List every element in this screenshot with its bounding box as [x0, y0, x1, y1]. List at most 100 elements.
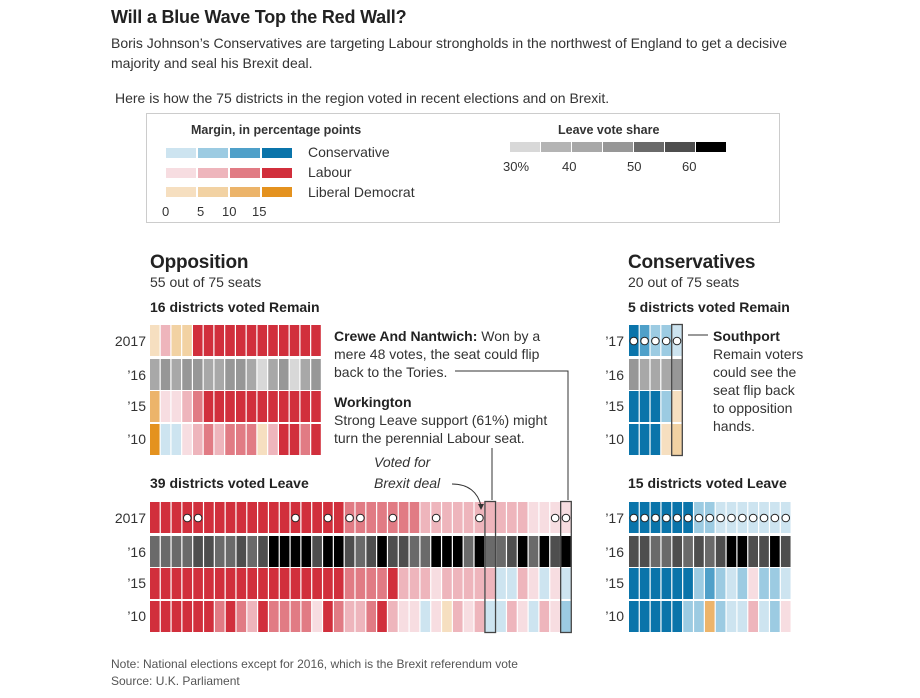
heatmap-cell — [290, 601, 301, 632]
brexit-deal-dot — [661, 336, 671, 346]
annotation-crewe-text: back to the Tories. — [334, 364, 448, 380]
brexit-deal-dot — [781, 513, 791, 523]
heatmap-cell — [629, 568, 639, 599]
heatmap-cell — [463, 502, 474, 533]
conservatives-subtitle: 20 out of 75 seats — [628, 274, 740, 290]
heatmap-cell — [355, 568, 366, 599]
brexit-deal-dot — [705, 513, 715, 523]
brexit-deal-dot — [323, 513, 333, 523]
heatmap-cell — [171, 391, 182, 422]
chart-title: Will a Blue Wave Top the Red Wall? — [111, 7, 407, 27]
heatmap-cell — [160, 391, 171, 422]
heatmap-cell — [431, 601, 441, 632]
heatmap-cell — [507, 536, 517, 567]
heatmap-cell — [247, 502, 257, 533]
brexit-deal-dot — [629, 336, 639, 346]
heatmap-cell — [150, 424, 160, 455]
brexit-deal-dot — [475, 513, 484, 523]
legend-label-conservative: Conservative — [308, 144, 390, 160]
heatmap-cell — [431, 536, 441, 567]
legend-swatch-leave-4 — [603, 142, 633, 152]
heatmap-cell — [409, 601, 420, 632]
row-label-2010: ’10 — [605, 431, 624, 447]
opposition-leave-title: 39 districts voted Leave — [150, 475, 309, 491]
heatmap-cell — [236, 325, 246, 356]
heatmap-cell — [780, 601, 791, 632]
heatmap-cell — [650, 601, 661, 632]
row-label-2010: ’10 — [127, 431, 146, 447]
row-label-2017: ’17 — [605, 510, 624, 526]
heatmap-cell — [214, 568, 225, 599]
heatmap-cell — [672, 536, 683, 567]
heatmap-cell — [759, 601, 769, 632]
brexit-deal-arrow-line — [451, 483, 482, 507]
heatmap-cell — [150, 568, 160, 599]
heatmap-cell — [672, 601, 683, 632]
heatmap-cell — [420, 536, 431, 567]
heatmap-cell — [150, 359, 160, 390]
annotation-southport-text: seat flip back — [713, 382, 795, 398]
heatmap-cell — [377, 601, 387, 632]
heatmap-cell — [759, 568, 769, 599]
brexit-deal-arrowhead-icon — [478, 504, 484, 510]
legend-margin-tick: 5 — [197, 204, 205, 219]
heatmap-cell — [496, 536, 506, 567]
heatmap-cell — [452, 536, 463, 567]
heatmap-cell — [639, 424, 650, 455]
heatmap-cell — [517, 502, 528, 533]
brexit-deal-dot — [770, 513, 780, 523]
heatmap-cell — [639, 536, 650, 567]
heatmap-cell — [748, 536, 758, 567]
heatmap-cell — [661, 536, 672, 567]
heatmap-cell — [377, 502, 387, 533]
heatmap-cell — [193, 536, 203, 567]
heatmap-cell — [214, 536, 225, 567]
heatmap-cell — [629, 601, 639, 632]
legend-swatch-lab-1 — [166, 168, 196, 178]
heatmap-cell — [269, 502, 279, 533]
heatmap-cell — [150, 391, 160, 422]
brexit-deal-dot — [672, 336, 682, 346]
legend-leave-tick: 40 — [562, 159, 577, 174]
heatmap-cell — [463, 568, 474, 599]
heatmap-cell — [517, 568, 528, 599]
heatmap-cell — [420, 502, 431, 533]
highlighted-district-outline — [671, 323, 683, 457]
heatmap-cell — [225, 502, 236, 533]
heatmap-cell — [528, 536, 539, 567]
legend-swatch-ld-1 — [166, 187, 196, 197]
heatmap-cell — [193, 568, 203, 599]
heatmap-cell — [160, 601, 171, 632]
heatmap-cell — [279, 601, 290, 632]
heatmap-cell — [507, 568, 517, 599]
heatmap-cell — [301, 502, 312, 533]
heatmap-cell — [225, 424, 235, 455]
legend-margin-tick: 10 — [222, 204, 237, 219]
brexit-deal-dot — [550, 513, 560, 523]
heatmap-cell — [661, 601, 672, 632]
heatmap-cell — [300, 424, 311, 455]
row-label-2015: ’15 — [605, 398, 624, 414]
heatmap-cell — [661, 359, 671, 390]
heatmap-cell — [398, 536, 409, 567]
heatmap-cell — [748, 568, 758, 599]
heatmap-cell — [182, 568, 193, 599]
heatmap-cell — [182, 391, 192, 422]
heatmap-cell — [661, 424, 671, 455]
heatmap-cell — [409, 568, 420, 599]
heatmap-cell — [496, 568, 506, 599]
heatmap-cell — [420, 601, 431, 632]
heatmap-cell — [333, 568, 344, 599]
heatmap-cell — [236, 359, 246, 390]
row-label-2016: ’16 — [127, 367, 146, 383]
brexit-deal-dot — [727, 513, 736, 523]
heatmap-cell — [452, 568, 463, 599]
heatmap-cell — [683, 536, 693, 567]
heatmap-cell — [550, 568, 560, 599]
row-label-2015: ’15 — [127, 575, 146, 591]
heatmap-cell — [257, 424, 268, 455]
heatmap-cell — [150, 601, 160, 632]
heatmap-cell — [398, 601, 409, 632]
annotation-brexit-deal-text: Voted for — [374, 454, 431, 470]
heatmap-cell — [780, 536, 791, 567]
